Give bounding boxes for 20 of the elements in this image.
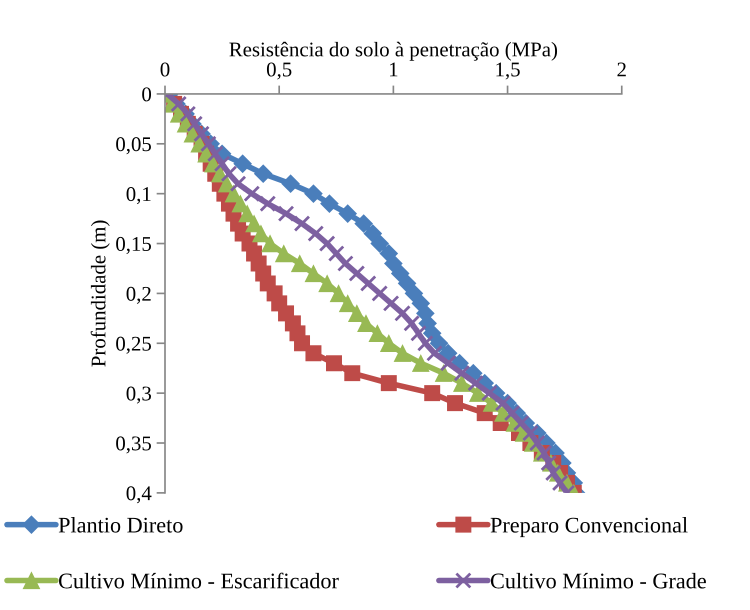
y-axis-title: Profundidade (m) — [90, 220, 110, 367]
y-tick-label: 0,1 — [126, 187, 151, 204]
y-tick-label: 0 — [142, 87, 152, 102]
y-tick-label: 0,15 — [116, 236, 151, 254]
legend-label: Cultivo Mínimo - Grade — [490, 572, 706, 588]
legend-label: Cultivo Mínimo - Escarificador — [59, 572, 339, 588]
y-tick-label: 0,3 — [126, 386, 151, 404]
y-tick-label: 0,25 — [116, 336, 151, 354]
x-tick-label: 1,5 — [496, 62, 520, 80]
x-tick-label: 2 — [617, 62, 626, 76]
x-axis-title: Resistência do solo à penetração (MPa) — [229, 42, 558, 61]
y-tick-label: 0,05 — [116, 137, 151, 154]
x-tick-label: 1 — [390, 62, 398, 76]
x-tick-label: 0,5 — [266, 62, 292, 80]
y-tick-label: 0,2 — [126, 286, 151, 304]
x-tick-label: 0 — [160, 62, 170, 77]
y-tick-label: 0,4 — [126, 486, 152, 504]
legend-label: Plantio Direto — [58, 517, 183, 533]
y-tick-label: 0,35 — [116, 436, 151, 454]
legend-label: Preparo Convencional — [490, 517, 688, 538]
